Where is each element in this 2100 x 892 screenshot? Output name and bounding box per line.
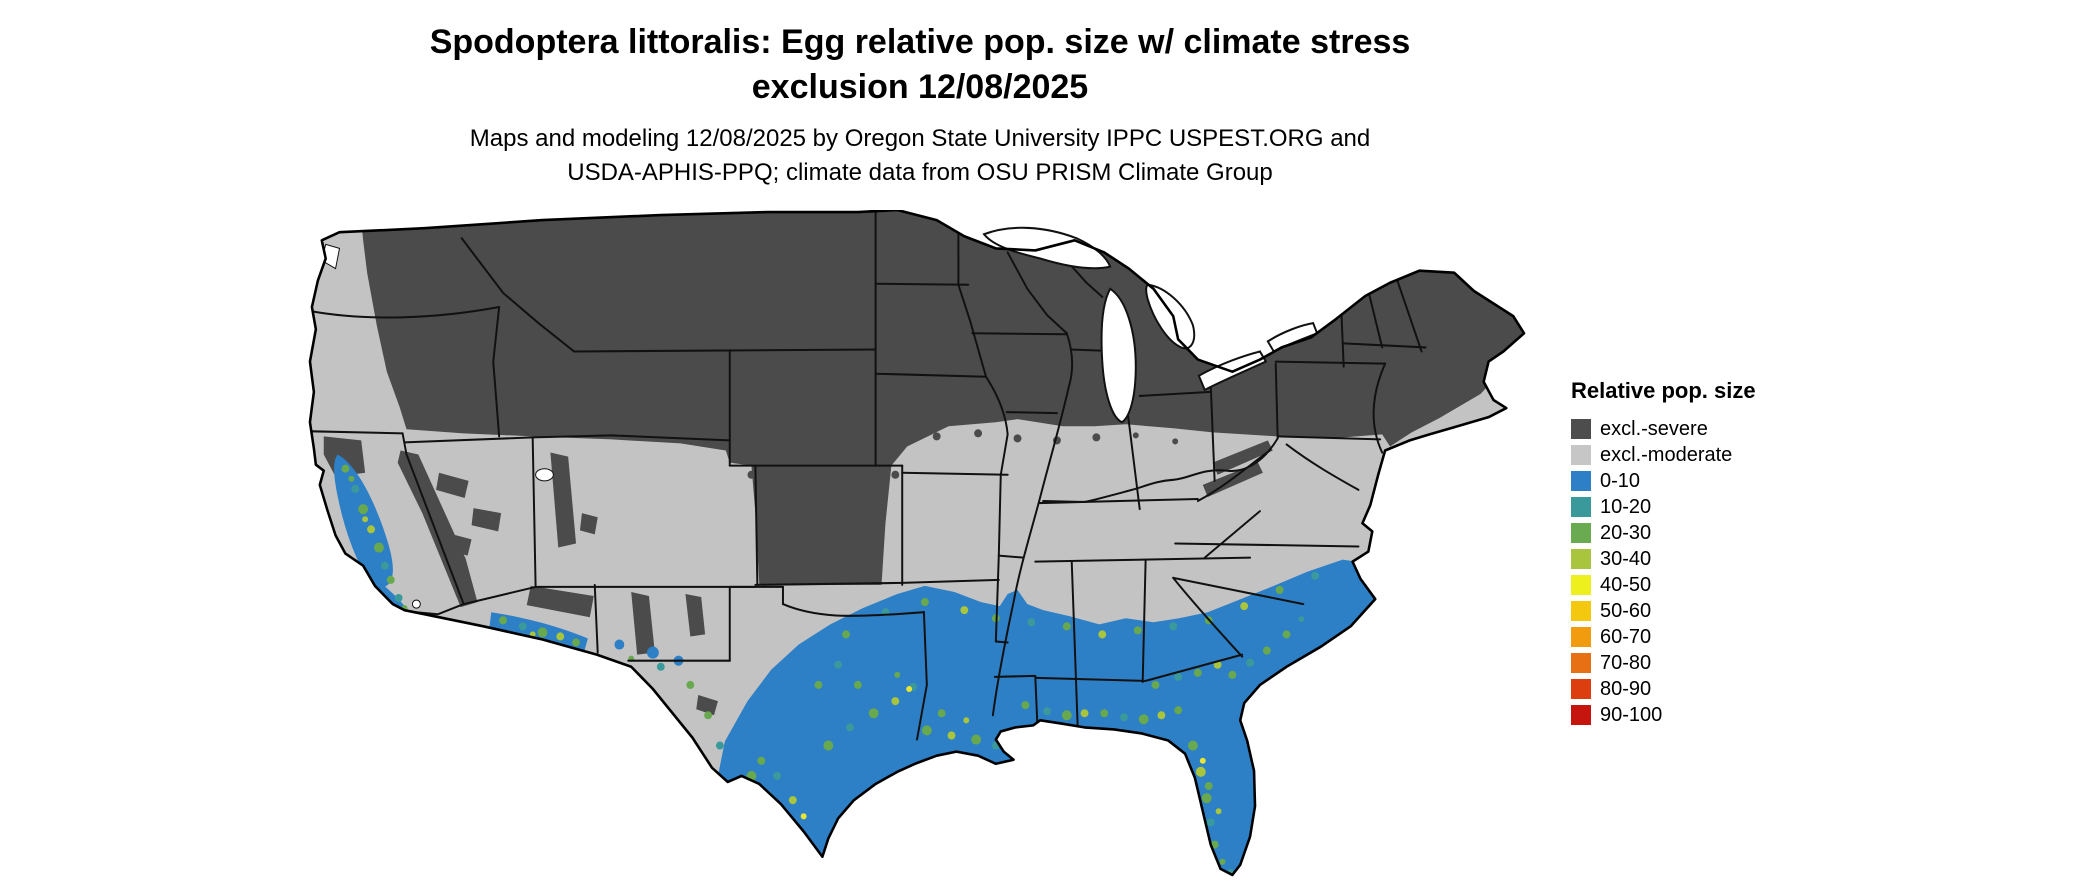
legend-label: 70-80 xyxy=(1600,651,1652,674)
lake-michigan xyxy=(1100,287,1137,424)
legend-swatch xyxy=(1571,705,1591,725)
legend-item: 50-60 xyxy=(1571,598,1756,624)
legend-item: 0-10 xyxy=(1571,468,1756,494)
legend-label: 20-30 xyxy=(1600,521,1652,544)
legend-swatch xyxy=(1571,523,1591,543)
legend-swatch xyxy=(1571,549,1591,569)
title-block: Spodoptera littoralis: Egg relative pop.… xyxy=(0,20,1840,110)
legend-label: excl.-severe xyxy=(1600,417,1708,440)
legend-title: Relative pop. size xyxy=(1571,378,1756,403)
legend-label: 10-20 xyxy=(1600,495,1652,518)
legend-label: excl.-moderate xyxy=(1600,443,1733,466)
map-subtitle-line2: USDA-APHIS-PPQ; climate data from OSU PR… xyxy=(567,159,1273,186)
legend-item: 90-100 xyxy=(1571,702,1756,728)
legend-label: 80-90 xyxy=(1600,677,1652,700)
legend-label: 30-40 xyxy=(1600,547,1652,570)
legend-item: 40-50 xyxy=(1571,572,1756,598)
legend-swatch xyxy=(1571,497,1591,517)
legend-item: 60-70 xyxy=(1571,624,1756,650)
legend-item: excl.-moderate xyxy=(1571,442,1756,468)
legend-swatch xyxy=(1571,653,1591,673)
map-title-line1: Spodoptera littoralis: Egg relative pop.… xyxy=(429,23,1411,61)
map-subtitle-line1: Maps and modeling 12/08/2025 by Oregon S… xyxy=(469,125,1371,152)
legend-swatch xyxy=(1571,601,1591,621)
legend-label: 40-50 xyxy=(1600,573,1652,596)
legend-item: 20-30 xyxy=(1571,520,1756,546)
legend: Relative pop. size excl.-severe excl.-mo… xyxy=(1571,378,1756,728)
lake-huron xyxy=(1145,283,1196,350)
legend-label: 60-70 xyxy=(1600,625,1652,648)
legend-swatch xyxy=(1571,419,1591,439)
legend-swatch xyxy=(1571,627,1591,647)
legend-swatch xyxy=(1571,575,1591,595)
subtitle-block: Maps and modeling 12/08/2025 by Oregon S… xyxy=(0,122,1840,190)
legend-label: 50-60 xyxy=(1600,599,1652,622)
map-title-line2: exclusion 12/08/2025 xyxy=(751,68,1089,106)
legend-item: 10-20 xyxy=(1571,494,1756,520)
legend-swatch xyxy=(1571,445,1591,465)
legend-item: excl.-severe xyxy=(1571,416,1756,442)
us-outline xyxy=(308,210,1526,877)
legend-label: 0-10 xyxy=(1600,469,1641,492)
legend-swatch xyxy=(1571,679,1591,699)
legend-item: 80-90 xyxy=(1571,676,1756,702)
legend-swatch xyxy=(1571,471,1591,491)
legend-label: 90-100 xyxy=(1600,703,1663,726)
legend-item: 70-80 xyxy=(1571,650,1756,676)
us-map xyxy=(308,210,1526,877)
legend-item: 30-40 xyxy=(1571,546,1756,572)
map-container xyxy=(306,210,1528,882)
